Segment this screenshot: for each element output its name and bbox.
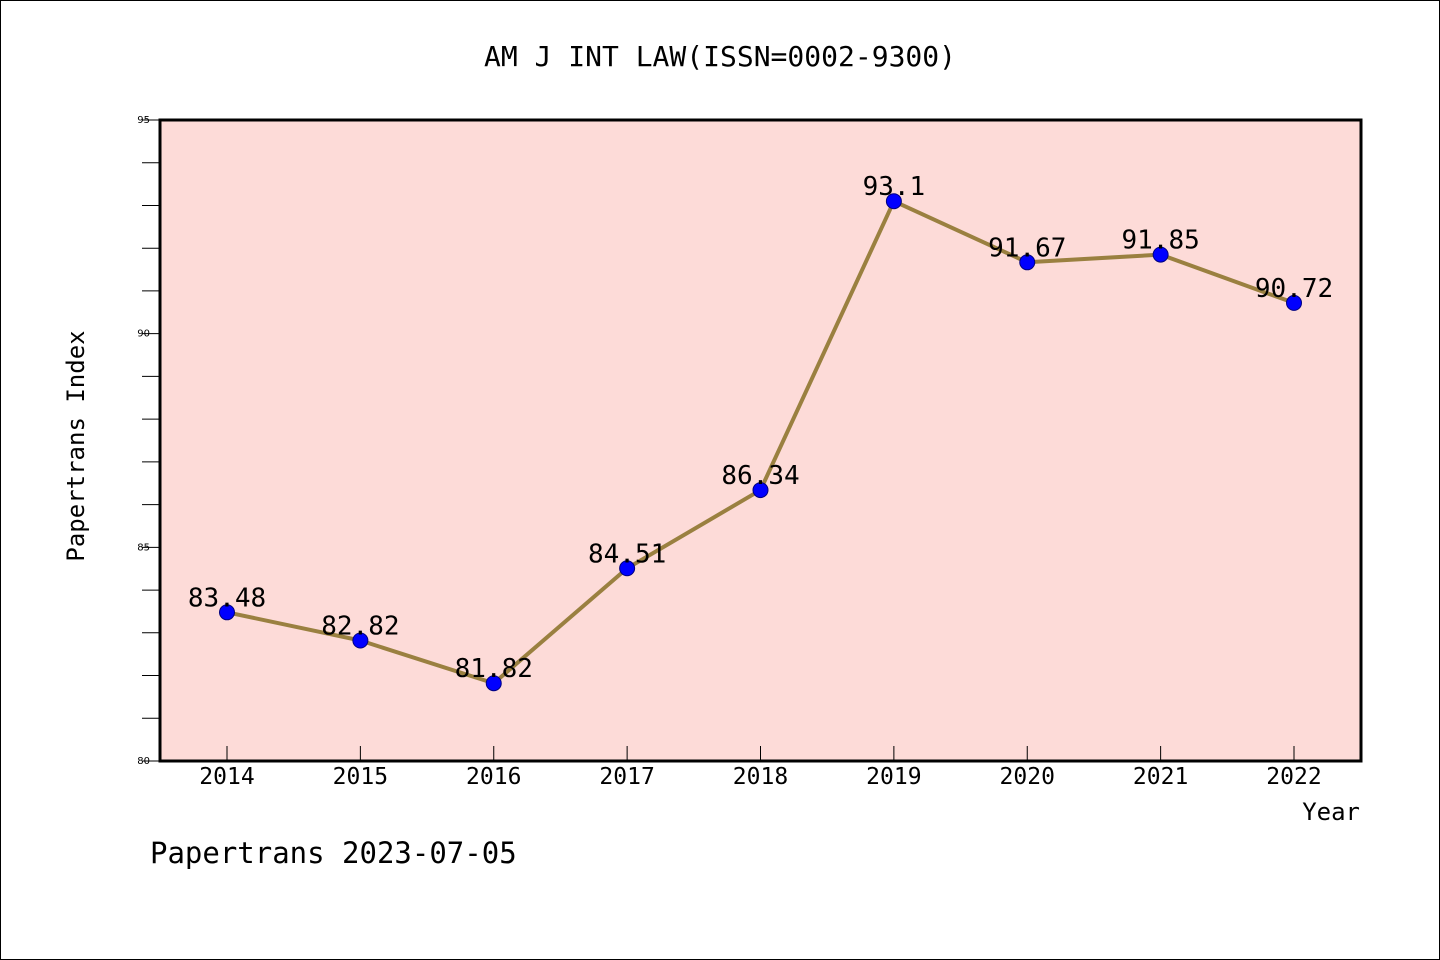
- x-tick-label: 2015: [333, 764, 388, 790]
- data-point: [352, 632, 369, 649]
- data-label: 81.82: [455, 654, 533, 684]
- x-tick-label: 2020: [1000, 764, 1055, 790]
- x-axis-label: Year: [1302, 798, 1360, 826]
- data-point: [1019, 254, 1036, 271]
- x-tick-label: 2021: [1133, 764, 1188, 790]
- y-tick-label: 85: [137, 542, 150, 553]
- data-point: [1286, 294, 1302, 311]
- chart-title: AM J INT LAW(ISSN=0002-9300): [484, 40, 956, 73]
- y-tick-label: 95: [137, 115, 150, 126]
- x-tick-label: 2016: [466, 764, 521, 790]
- footer-text: Papertrans 2023-07-05: [150, 836, 517, 870]
- data-point: [885, 193, 902, 210]
- data-point: [485, 675, 502, 692]
- x-tick-label: 2022: [1266, 764, 1321, 790]
- data-label: 86.34: [721, 461, 799, 491]
- y-tick-label: 80: [137, 756, 150, 767]
- data-point: [219, 604, 235, 621]
- data-label: 83.48: [188, 583, 266, 613]
- x-tick-label: 2017: [599, 764, 654, 790]
- data-label: 93.1: [863, 172, 926, 202]
- data-label: 90.72: [1255, 274, 1333, 304]
- y-axis-label: Papertrans Index: [62, 330, 90, 561]
- x-tick-label: 2014: [199, 764, 254, 790]
- x-tick-label: 2019: [866, 764, 921, 790]
- data-label: 82.82: [321, 611, 399, 641]
- y-tick-label: 90: [137, 329, 150, 340]
- data-labels: 83.48 82.82 81.82 84.51 86.34 93.1 91.67 91.85 9…: [188, 172, 1333, 684]
- x-tick-label: 2018: [733, 764, 788, 790]
- plot-area: [158, 118, 1363, 763]
- data-point: [752, 482, 769, 499]
- data-point: [619, 560, 636, 577]
- data-label: 84.51: [588, 539, 666, 569]
- data-label: 91.85: [1121, 226, 1199, 256]
- y-axis: 80 85 90 95: [137, 115, 160, 767]
- data-label: 91.67: [988, 233, 1066, 263]
- data-points: [219, 193, 1302, 692]
- data-point: [1152, 246, 1169, 263]
- x-axis: 2014 2015 2016 2017 2018 2019 2020 2021 2022: [199, 746, 1322, 790]
